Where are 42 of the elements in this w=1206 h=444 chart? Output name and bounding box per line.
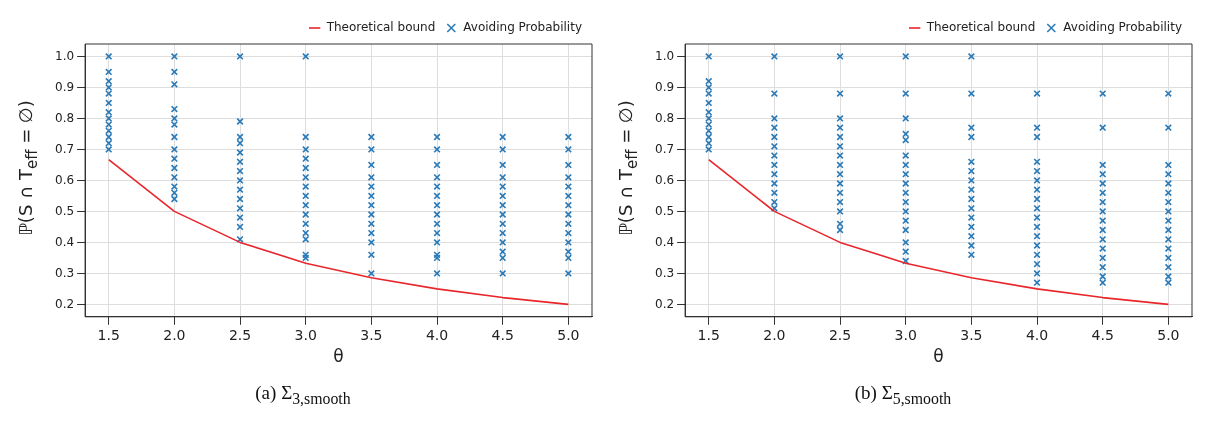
y-tick-label: 0.9 bbox=[54, 79, 75, 94]
x-tick-label: 1.5 bbox=[97, 326, 120, 343]
x-axis-title: θ bbox=[333, 346, 344, 367]
x-tick-label: 2.5 bbox=[828, 326, 852, 343]
legend-label: Theoretical bound bbox=[925, 20, 1036, 35]
x-axis-title: θ bbox=[933, 346, 944, 367]
y-tick-label: 0.8 bbox=[54, 110, 75, 125]
x-tick-label: 2.0 bbox=[163, 326, 186, 343]
y-tick-label: 0.2 bbox=[54, 296, 75, 311]
x-tick-label: 3.5 bbox=[960, 326, 983, 343]
legend-label: Theoretical bound bbox=[325, 20, 436, 35]
y-tick-label: 0.5 bbox=[654, 203, 675, 218]
y-tick-label: 0.2 bbox=[654, 296, 675, 311]
legend-label: Avoiding Probability bbox=[463, 20, 583, 35]
x-tick-label: 4.0 bbox=[1025, 326, 1049, 343]
x-tick-label: 4.5 bbox=[491, 326, 514, 343]
x-tick-label: 3.5 bbox=[360, 326, 383, 343]
x-tick-label: 3.0 bbox=[294, 326, 317, 343]
text: (b) Σ$_{5,smooth}$ bbox=[853, 382, 953, 408]
x-tick-label: 5.0 bbox=[557, 326, 580, 343]
x-tick-label: 3.0 bbox=[894, 326, 917, 343]
y-tick-label: 0.3 bbox=[654, 265, 675, 280]
y-tick-label: 0.7 bbox=[54, 141, 75, 156]
x-tick-label: 1.5 bbox=[697, 326, 720, 343]
y-tick-label: 0.6 bbox=[654, 172, 675, 187]
legend-label: Avoiding Probability bbox=[1063, 20, 1183, 35]
text: (a) Σ$_{3,smooth}$ bbox=[254, 382, 352, 408]
y-tick-label: 1.0 bbox=[654, 48, 675, 63]
y-tick-label: 0.7 bbox=[654, 141, 675, 156]
y-tick-label: 0.3 bbox=[54, 265, 75, 280]
x-tick-label: 2.5 bbox=[228, 326, 252, 343]
y-tick-label: 0.8 bbox=[654, 110, 675, 125]
y-tick-label: 1.0 bbox=[54, 48, 75, 63]
y-tick-label: 0.5 bbox=[54, 203, 75, 218]
y-tick-label: 0.9 bbox=[654, 79, 675, 94]
y-tick-label: 0.6 bbox=[54, 172, 75, 187]
x-tick-label: 4.5 bbox=[1091, 326, 1114, 343]
y-tick-label: 0.4 bbox=[54, 234, 75, 249]
x-tick-label: 5.0 bbox=[1157, 326, 1180, 343]
x-tick-label: 4.0 bbox=[425, 326, 449, 343]
y-tick-label: 0.4 bbox=[654, 234, 675, 249]
x-tick-label: 2.0 bbox=[763, 326, 786, 343]
